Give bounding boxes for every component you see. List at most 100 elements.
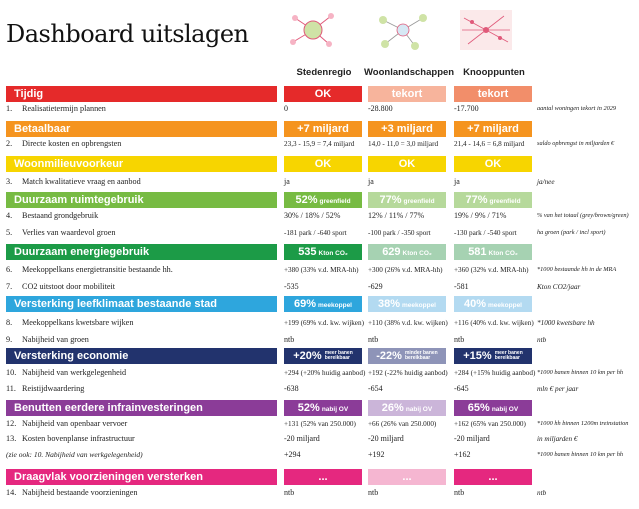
row-note: mln € per jaar xyxy=(537,385,579,393)
score-value: OK xyxy=(314,158,332,170)
score-value: 65% xyxy=(467,402,490,414)
row-value: -100 park / -350 sport xyxy=(368,229,431,237)
column-header-knooppunten: Knooppunten xyxy=(463,67,525,78)
score-value: -22% xyxy=(376,350,402,362)
row-value: 30% / 18% / 52% xyxy=(284,211,341,220)
score-cell: 535 Kton CO₂ xyxy=(284,244,362,260)
score-cell: 581 Kton CO₂ xyxy=(454,244,532,260)
row-value: -20 miljard xyxy=(454,434,490,443)
row-value: +294 (+20% huidig aanbod) xyxy=(284,369,366,377)
row-value: -181 park / -640 sport xyxy=(284,229,347,237)
score-unit: nabij OV xyxy=(321,406,349,413)
row-number: 6. xyxy=(6,265,13,274)
row-number: 9. xyxy=(6,335,13,344)
row-label: Realisatietermijn plannen xyxy=(22,104,106,113)
score-cell: OK xyxy=(284,156,362,172)
score-value: ... xyxy=(488,471,498,483)
score-value: tekort xyxy=(477,88,509,100)
row-value: ntb xyxy=(454,488,465,497)
score-cell: 629 Kton CO₂ xyxy=(368,244,446,260)
row-value: ntb xyxy=(284,335,295,344)
stedenregio-diagram-icon xyxy=(290,13,334,47)
score-unit: greenfield xyxy=(403,198,435,205)
score-unit: meekoppel xyxy=(402,302,436,309)
row-value: +199 (69% v.d. kw. wijken) xyxy=(284,319,364,327)
score-cell: 52% nabij OV xyxy=(284,400,362,416)
score-value: ... xyxy=(402,471,412,483)
score-value: 52% xyxy=(297,402,320,414)
category-bar: Benutten eerdere infrainvesteringen xyxy=(6,400,277,416)
row-number: 7. xyxy=(6,282,13,291)
row-number: 14. xyxy=(6,488,17,497)
score-value: OK xyxy=(484,158,502,170)
score-unit: nabij OV xyxy=(405,406,433,413)
row-note: in miljarden € xyxy=(537,435,578,443)
score-value: +7 miljard xyxy=(467,123,519,135)
score-unit: Kton CO₂ xyxy=(318,250,348,257)
score-value: tekort xyxy=(391,88,423,100)
row-value: ja xyxy=(454,177,460,186)
row-label: Match kwalitatieve vraag en aanbod xyxy=(22,177,141,186)
row-number: 1. xyxy=(6,104,13,113)
score-cell: 38% meekoppel xyxy=(368,296,446,312)
score-unit-line: bereikbaar xyxy=(494,355,520,362)
score-unit: greenfield xyxy=(489,198,521,205)
score-cell: ... xyxy=(368,469,446,485)
score-value: 535 xyxy=(298,246,317,258)
page-title: Dashboard uitslagen xyxy=(6,20,249,48)
score-value: 38% xyxy=(378,298,401,310)
score-cell: 65% nabij OV xyxy=(454,400,532,416)
row-value: +66 (26% van 250.000) xyxy=(368,420,437,428)
row-value: +162 (65% van 250.000) xyxy=(454,420,526,428)
row-value: +360 (32% v.d. MRA-hh) xyxy=(454,266,529,274)
score-cell: 26% nabij OV xyxy=(368,400,446,416)
row-number: 3. xyxy=(6,177,13,186)
score-cell: +3 miljard xyxy=(368,121,446,137)
row-value: ja xyxy=(284,177,290,186)
score-unit: meekoppel xyxy=(488,302,522,309)
column-header-woonlandschappen: Woonlandschappen xyxy=(364,67,455,78)
score-unit-line: minder banen xyxy=(404,349,438,356)
row-label: Nabijheid van openbaar vervoer xyxy=(22,419,128,428)
row-note: aantal woningen tekort in 2029 xyxy=(537,105,617,112)
woonlandschappen-diagram-icon xyxy=(379,14,427,50)
row-value: 21,4 - 14,6 = 6,8 miljard xyxy=(454,140,525,148)
score-cell: OK xyxy=(454,156,532,172)
row-note: *1000 bestaande hh in de MRA xyxy=(537,266,617,273)
row-number: 10. xyxy=(6,368,17,377)
row-number: 4. xyxy=(6,211,13,220)
row-value: +284 (+15% huidig aanbod) xyxy=(454,369,536,377)
row-note: Kton CO2/jaar xyxy=(537,283,581,291)
row-value: +300 (26% v.d. MRA-hh) xyxy=(368,266,443,274)
score-cell: 40% meekoppel xyxy=(454,296,532,312)
row-number: 12. xyxy=(6,419,17,428)
score-cell: 77% greenfield xyxy=(368,192,446,208)
row-note: *1000 kwetsbare hh xyxy=(537,319,595,327)
score-cell: 77% greenfield xyxy=(454,192,532,208)
score-value: 26% xyxy=(381,402,404,414)
row-value: 14,0 - 11,0 = 3,0 miljard xyxy=(368,140,439,148)
row-label: Nabijheid van werkgelegenheid xyxy=(22,368,127,377)
score-cell: ... xyxy=(284,469,362,485)
row-note: saldo opbrengst in miljarden € xyxy=(537,140,615,147)
score-unit-line: bereikbaar xyxy=(324,355,350,362)
score-cell: +20% meer banen bereikbaar xyxy=(284,348,362,364)
category-bar: Draagvlak voorzieningen versterken xyxy=(6,469,277,485)
category-bar: Duurzaam ruimtegebruik xyxy=(6,192,277,208)
row-value: +192 (-22% huidig aanbod) xyxy=(368,369,448,377)
score-cell: +7 miljard xyxy=(454,121,532,137)
category-bar: Duurzaam energiegebruik xyxy=(6,244,277,260)
row-value: 23,3 - 15,9 = 7,4 miljard xyxy=(284,140,355,148)
score-cell: 52% greenfield xyxy=(284,192,362,208)
score-value: +15% xyxy=(463,350,492,362)
row-note: *1000 banen binnen 10 km per hh xyxy=(537,451,624,458)
score-value: ... xyxy=(318,471,328,483)
score-value: 581 xyxy=(468,246,487,258)
score-value: +20% xyxy=(293,350,322,362)
row-value: +110 (38% v.d. kw. wijken) xyxy=(368,319,448,327)
row-number: 8. xyxy=(6,318,13,327)
row-value: +294 xyxy=(284,450,301,459)
score-unit-line: meer banen xyxy=(324,349,353,356)
row-number: 13. xyxy=(6,434,17,443)
score-value: 629 xyxy=(382,246,401,258)
